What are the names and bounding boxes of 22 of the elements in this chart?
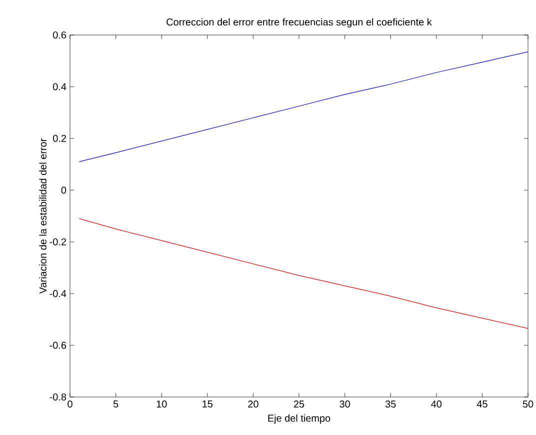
y-tick-label: 0.2	[53, 134, 66, 142]
y-tick-label: 0.6	[53, 31, 66, 39]
y-tick-label: 0.4	[53, 83, 66, 90]
y-axis-title: Variacion de la estabilidad del error	[39, 138, 46, 294]
y-tick-label: -0.8	[50, 393, 66, 401]
x-axis-title: Eje del tiempo	[268, 414, 330, 424]
x-tick-label: 0	[68, 400, 72, 408]
y-tick-label: 0	[61, 186, 66, 194]
x-tick-label: 50	[522, 400, 534, 408]
x-tick-label: 10	[156, 400, 167, 408]
y-tick-label: -0.4	[50, 290, 66, 298]
x-tick-label: 5	[113, 400, 118, 408]
chart-title: Correccion del error entre frecuencias segun el coeficiente k	[166, 18, 432, 28]
x-tick-label: 45	[476, 400, 488, 408]
x-tick-label: 35	[385, 400, 396, 408]
y-tick-label: -0.6	[50, 342, 66, 349]
x-tick-label: 30	[340, 400, 350, 408]
x-tick-label: 25	[294, 400, 304, 408]
x-tick-label: 15	[202, 400, 213, 408]
y-tick-label: -0.2	[50, 238, 66, 246]
x-tick-label: 40	[431, 400, 442, 408]
x-tick-label: 20	[248, 400, 258, 408]
